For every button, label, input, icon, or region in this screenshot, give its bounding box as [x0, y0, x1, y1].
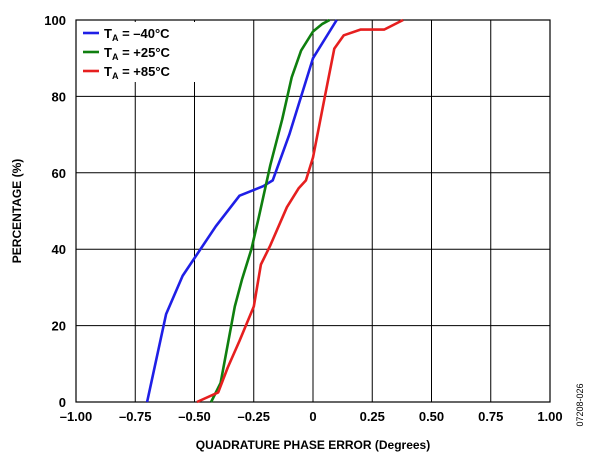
y-tick-label: 60: [52, 166, 66, 181]
series-line-1: [209, 18, 331, 403]
y-tick-labels: 0 20 40 60 80 100: [44, 13, 66, 410]
x-tick-label: –0.75: [119, 409, 152, 424]
grid: [75, 19, 551, 403]
series-layer: [145, 18, 404, 404]
y-tick-label: 40: [52, 242, 66, 257]
x-tick-label: –1.00: [60, 409, 93, 424]
y-tick-label: 100: [44, 13, 66, 28]
x-tick-labels: –1.00 –0.75 –0.50 –0.25 0 0.25 0.50 0.75 1.00: [60, 409, 563, 424]
x-tick-label: 0.50: [419, 409, 444, 424]
legend-label: TA = +85°C: [104, 64, 171, 81]
x-tick-label: –0.25: [237, 409, 270, 424]
legend-label: TA = +25°C: [104, 45, 171, 62]
x-tick-label: 0.75: [478, 409, 503, 424]
y-tick-label: 0: [59, 395, 66, 410]
x-axis-title: QUADRATURE PHASE ERROR (Degrees): [196, 438, 430, 452]
x-tick-label: 0: [309, 409, 316, 424]
x-tick-label: 0.25: [360, 409, 385, 424]
series-line-2: [196, 18, 404, 404]
figure-code: 07208-026: [575, 383, 585, 426]
series-line-0: [145, 19, 338, 403]
x-tick-label: 1.00: [537, 409, 562, 424]
y-axis-title: PERCENTAGE (%): [10, 159, 24, 263]
y-tick-label: 20: [52, 319, 66, 334]
y-tick-label: 80: [52, 89, 66, 104]
x-tick-label: –0.50: [178, 409, 211, 424]
legend: TA = –40°C TA = +25°C TA = +85°C: [78, 22, 198, 82]
plot-area-border: [75, 19, 551, 403]
legend-label: TA = –40°C: [104, 26, 170, 43]
